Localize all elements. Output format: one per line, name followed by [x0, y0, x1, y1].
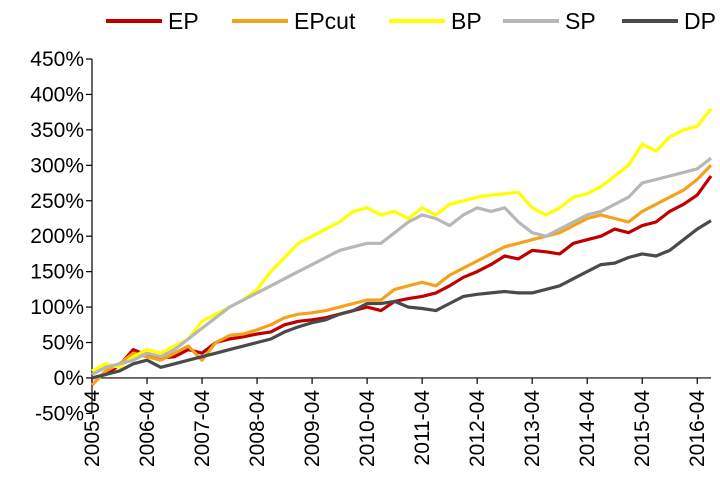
x-tick-label: 2014-04 — [576, 390, 599, 467]
x-tick-label: 2011-04 — [411, 390, 434, 466]
series-line-dp — [91, 219, 712, 380]
plot-lines — [90, 107, 713, 387]
x-tick-label: 2012-04 — [466, 390, 489, 467]
legend-label: DP — [684, 8, 716, 34]
y-tick-label: 350% — [30, 119, 84, 142]
legend-item-dp: DP — [622, 8, 716, 34]
x-tick-label: 2016-04 — [686, 390, 709, 467]
legend-label: SP — [565, 8, 596, 34]
y-tick-label: 400% — [30, 83, 84, 106]
y-tick-label: 0% — [54, 367, 84, 390]
y-tick-label: 50% — [42, 332, 84, 355]
y-tick-label: -50% — [35, 402, 84, 425]
legend-label: EPcut — [294, 8, 356, 34]
x-tick-label: 2007-04 — [191, 390, 214, 467]
y-axis: -50% 0% 50% 100% 150% 200% 250% 300% 350% 400% 450… — [30, 48, 93, 425]
x-tick-label: 2008-04 — [246, 390, 269, 467]
x-tick-label: 2009-04 — [301, 390, 324, 467]
x-tick-label: 2015-04 — [631, 390, 654, 467]
y-tick-label: 100% — [30, 296, 84, 319]
x-tick-label: 2010-04 — [356, 390, 379, 467]
legend-item-ep: EP — [106, 8, 199, 34]
legend-label: BP — [451, 8, 482, 34]
legend-item-sp: SP — [503, 8, 596, 34]
y-tick-label: 300% — [30, 154, 84, 177]
y-tick-label: 150% — [30, 261, 84, 284]
x-tick-label: 2013-04 — [521, 390, 544, 467]
y-tick-label: 250% — [30, 190, 84, 213]
y-tick-label: 450% — [30, 48, 84, 71]
series-line-sp — [91, 156, 712, 376]
x-axis: 2005-04 2006-04 2007-04 2008-04 2009-04 2010-… — [81, 377, 711, 467]
series-line-bp — [91, 107, 713, 373]
y-tick-label: 200% — [30, 225, 84, 248]
x-tick-label: 2005-04 — [81, 390, 104, 467]
legend-item-bp: BP — [389, 8, 482, 34]
legend-item-epcut: EPcut — [232, 8, 356, 34]
x-tick-label: 2006-04 — [136, 390, 159, 467]
chart-legend: EP EPcut BP SP DP — [106, 8, 716, 34]
series-line-epcut — [90, 164, 713, 387]
legend-label: EP — [168, 8, 199, 34]
